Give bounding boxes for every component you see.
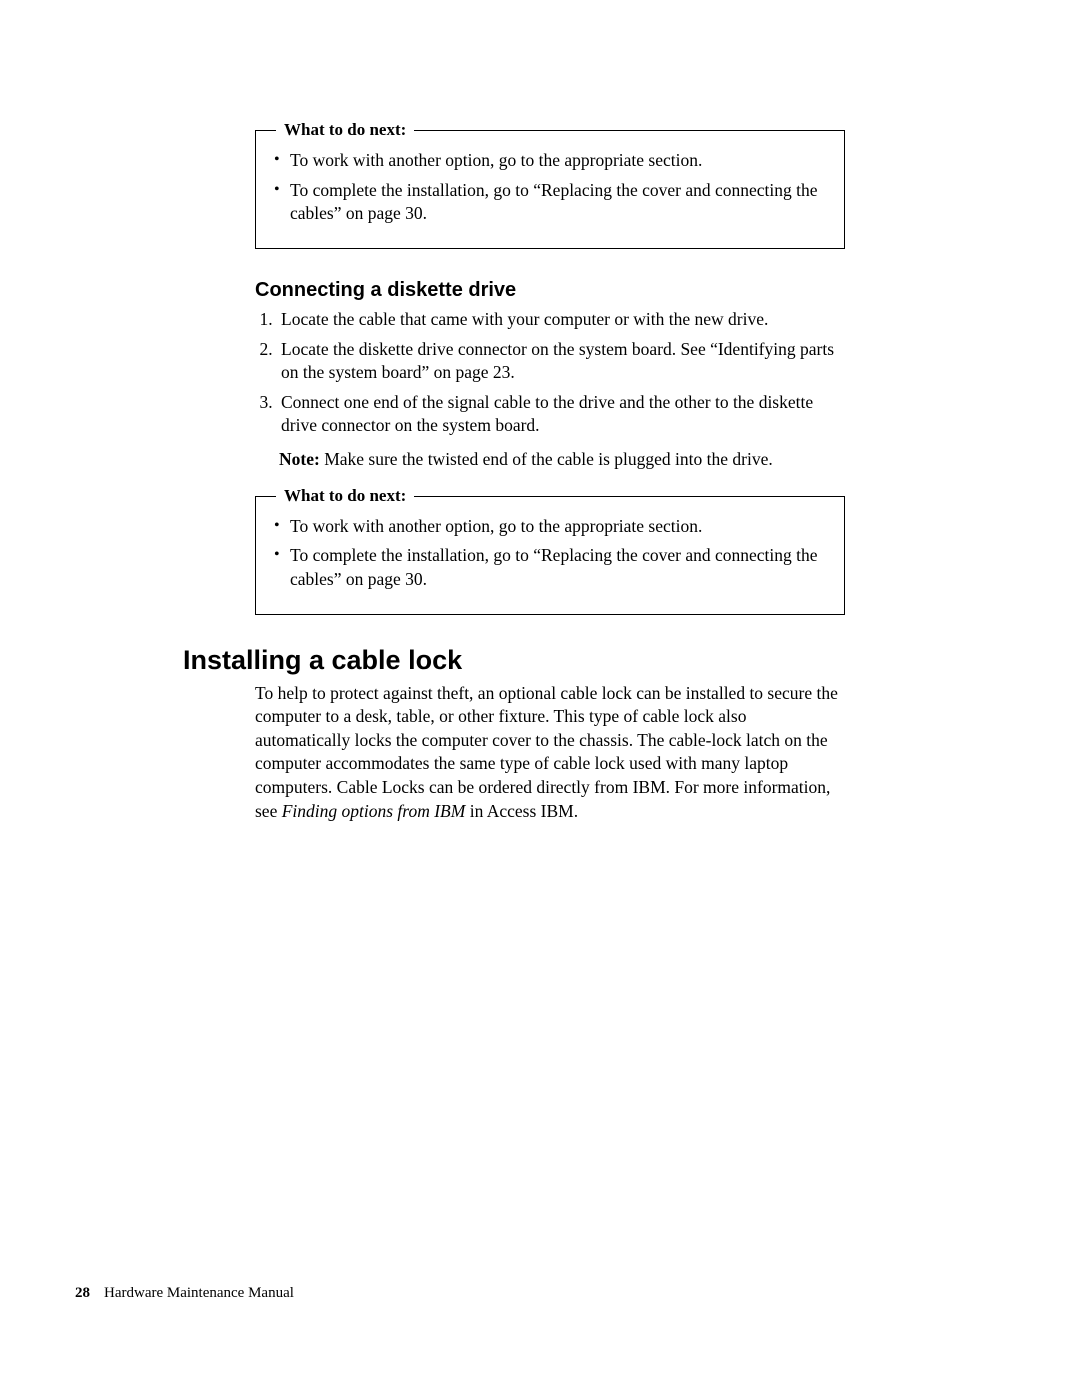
para-text-post: in Access IBM. [465,801,578,821]
para-text-italic: Finding options from IBM [282,801,466,821]
note-text: Make sure the twisted end of the cable i… [320,449,773,469]
doc-title: Hardware Maintenance Manual [104,1285,294,1301]
document-page: What to do next: To work with another op… [0,0,1080,1397]
step-item: Connect one end of the signal cable to t… [277,391,845,438]
page-number: 28 [75,1285,90,1301]
callout-what-to-do-next-2: What to do next: To work with another op… [255,496,845,615]
step-item: Locate the diskette drive connector on t… [277,338,845,385]
heading-installing-cable-lock: Installing a cable lock [183,645,773,676]
callout-what-to-do-next-1: What to do next: To work with another op… [255,130,845,249]
callout-item: To complete the installation, go to “Rep… [272,544,828,591]
cable-lock-paragraph: To help to protect against theft, an opt… [255,682,845,824]
subheading-connecting-diskette: Connecting a diskette drive [255,279,845,302]
page-footer: 28 Hardware Maintenance Manual [75,1285,294,1302]
callout-item: To work with another option, go to the a… [272,515,828,539]
diskette-steps: Locate the cable that came with your com… [255,308,845,438]
note-label: Note: [279,449,320,469]
callout-list: To work with another option, go to the a… [272,515,828,592]
callout-title-text: What to do next: [284,120,406,139]
callout-title: What to do next: [276,486,414,506]
callout-item: To complete the installation, go to “Rep… [272,179,828,226]
callout-title: What to do next: [276,120,414,140]
note-line: Note: Make sure the twisted end of the c… [279,448,845,472]
step-item: Locate the cable that came with your com… [277,308,845,332]
content-column: What to do next: To work with another op… [255,130,845,823]
callout-title-text: What to do next: [284,486,406,505]
callout-list: To work with another option, go to the a… [272,149,828,226]
callout-item: To work with another option, go to the a… [272,149,828,173]
